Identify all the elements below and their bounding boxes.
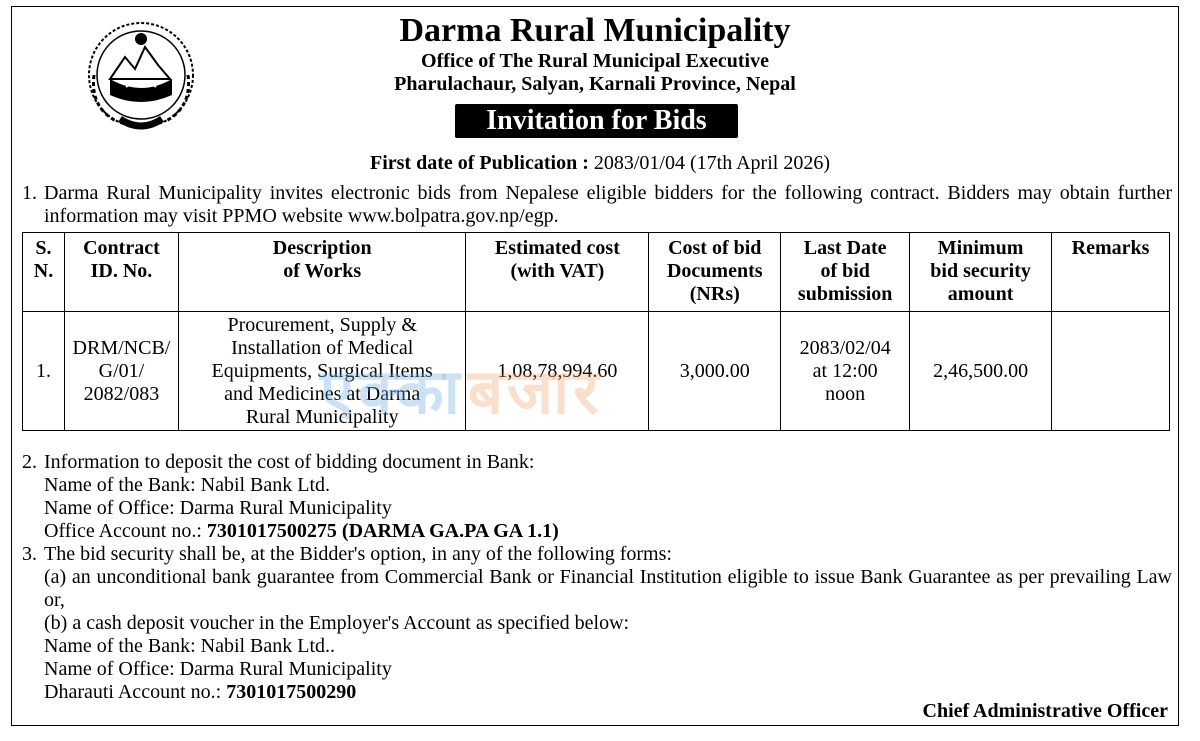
office-account-line: Office Account no.: 7301017500275 (DARMA… <box>44 520 559 542</box>
publication-label: First date of Publication : <box>370 152 589 174</box>
header-description: Description of Works <box>177 232 467 312</box>
bid-table: S. N. Contract ID. No. Description of Works… <box>22 232 1170 431</box>
paragraph-number: 1. <box>22 182 37 204</box>
dharauti-account-line: Dharauti Account no.: 7301017500290 <box>44 681 357 703</box>
cell-sn: 1. <box>22 311 65 431</box>
header-doc-cost: Cost of bid Documents (NRs) <box>648 232 782 312</box>
table-header-row: S. N. Contract ID. No. Description of Works… <box>22 232 1170 312</box>
cell-doc-cost: 3,000.00 <box>648 311 782 431</box>
office-name-line: Name of Office: Darma Rural Municipality <box>44 658 392 680</box>
cell-last-date: 2083/02/04 at 12:00 noon <box>780 311 911 431</box>
cell-description: Procurement, Supply & Installation of Med… <box>177 311 467 431</box>
header-sn: S. N. <box>22 232 65 312</box>
notice-title-badge: Invitation for Bids <box>455 104 738 138</box>
notice-frame <box>11 6 1179 726</box>
header-estimated-cost: Estimated cost (with VAT) <box>465 232 650 312</box>
paragraph-number: 3. <box>22 543 37 565</box>
nepal-government-emblem-icon <box>88 22 194 130</box>
cell-contract-id: DRM/NCB/G/01/2082/083 <box>63 311 179 431</box>
header-remarks: Remarks <box>1051 232 1170 312</box>
paragraph-number: 2. <box>22 451 37 473</box>
header-contract-id: Contract ID. No. <box>63 232 179 312</box>
paragraph-text: Darma Rural Municipality invites electro… <box>44 182 1172 227</box>
paragraph-2: 2. Information to deposit the cost of bi… <box>22 451 1172 543</box>
bank-info-intro: Information to deposit the cost of biddi… <box>44 451 535 473</box>
signature-title: Chief Administrative Officer <box>922 700 1169 722</box>
paragraph-3: 3. The bid security shall be, at the Bid… <box>22 543 1172 704</box>
office-name-line: Name of Office: Darma Rural Municipality <box>44 497 392 519</box>
table-row: 1. DRM/NCB/G/01/2082/083 Procurement, Su… <box>22 311 1170 431</box>
option-b: (b) a cash deposit voucher in the Employ… <box>44 612 630 634</box>
publication-value: 2083/01/04 (17th April 2026) <box>593 152 830 174</box>
header-last-date: Last Date of bid submission <box>780 232 911 312</box>
cell-estimated-cost: 1,08,78,994.60 <box>465 311 650 431</box>
publication-date: First date of Publication : 2083/01/04 (… <box>0 151 1200 175</box>
office-account-number: 7301017500275 (DARMA GA.PA GA 1.1) <box>206 520 559 542</box>
header-bid-security: Minimum bid security amount <box>909 232 1053 312</box>
municipality-title: Darma Rural Municipality <box>399 12 791 49</box>
dharauti-account-number: 7301017500290 <box>226 681 357 703</box>
office-address: Pharulachaur, Salyan, Karnali Province, … <box>394 73 796 95</box>
bid-security-intro: The bid security shall be, at the Bidder… <box>44 543 672 565</box>
paragraph-1: 1. Darma Rural Municipality invites elec… <box>22 182 1172 228</box>
option-a: (a) an unconditional bank guarantee from… <box>44 566 1172 611</box>
cell-remarks <box>1051 311 1170 431</box>
bank-name: Name of the Bank: Nabil Bank Ltd.. <box>44 635 336 657</box>
bank-name: Name of the Bank: Nabil Bank Ltd. <box>44 474 331 496</box>
office-name: Office of The Rural Municipal Executive <box>421 50 769 72</box>
cell-bid-security: 2,46,500.00 <box>909 311 1053 431</box>
